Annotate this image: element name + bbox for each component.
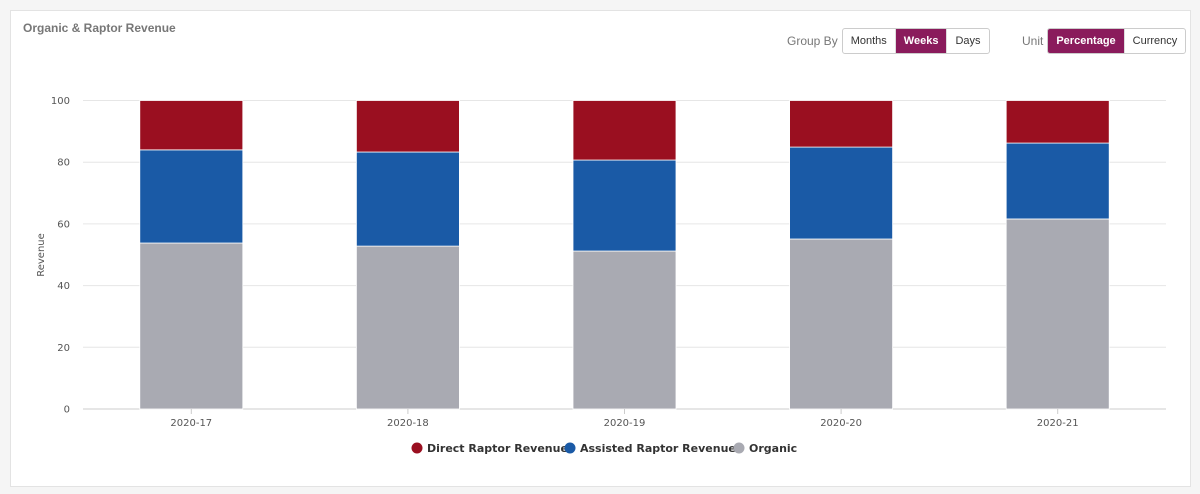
unit-label: Unit xyxy=(1022,34,1044,48)
bar-segment-direct-raptor-revenue[interactable] xyxy=(572,100,677,161)
legend-marker[interactable] xyxy=(411,442,423,454)
y-tick-label: 80 xyxy=(57,158,70,169)
legend-marker[interactable] xyxy=(733,442,745,454)
unit-control: Unit Percentage Currency xyxy=(1022,28,1187,54)
legend-marker[interactable] xyxy=(564,442,576,454)
bar-segment-direct-raptor-revenue[interactable] xyxy=(1005,100,1110,144)
bar-segment-organic[interactable] xyxy=(789,238,893,410)
chart-title: Organic & Raptor Revenue xyxy=(23,21,176,35)
legend-item[interactable]: Assisted Raptor Revenue xyxy=(580,442,736,455)
bar-segment-direct-raptor-revenue[interactable] xyxy=(355,100,460,153)
bar-segment-assisted-raptor-revenue[interactable] xyxy=(1005,142,1110,220)
group-by-option-months[interactable]: Months xyxy=(843,29,896,53)
bar-segment-direct-raptor-revenue[interactable] xyxy=(139,100,244,151)
unit-segmented: Percentage Currency xyxy=(1047,28,1187,54)
y-tick-label: 40 xyxy=(57,281,70,292)
x-tick-label: 2020-21 xyxy=(1037,418,1079,429)
bar-segment-organic[interactable] xyxy=(572,250,677,410)
group-by-option-days[interactable]: Days xyxy=(955,35,981,47)
group-by-control: Group By Months Weeks Days xyxy=(787,28,990,54)
x-tick-label: 2020-17 xyxy=(170,418,212,429)
legend-item[interactable]: Direct Raptor Revenue xyxy=(427,442,568,455)
bar-segment-assisted-raptor-revenue[interactable] xyxy=(789,146,893,240)
y-tick-label: 20 xyxy=(57,343,70,354)
y-tick-label: 0 xyxy=(64,405,70,416)
x-tick-label: 2020-20 xyxy=(820,418,862,429)
bar-segment-assisted-raptor-revenue[interactable] xyxy=(572,159,677,252)
x-tick-label: 2020-19 xyxy=(604,418,646,429)
group-by-label: Group By xyxy=(787,34,838,48)
y-axis-label: Revenue xyxy=(36,233,47,277)
y-tick-label: 60 xyxy=(57,219,70,230)
bar-segment-organic[interactable] xyxy=(355,245,460,410)
group-by-segmented: Months Weeks Days xyxy=(841,28,990,54)
bar-segment-direct-raptor-revenue[interactable] xyxy=(789,100,893,148)
legend-item[interactable]: Organic xyxy=(749,442,797,455)
group-by-option-weeks[interactable]: Weeks xyxy=(895,29,948,53)
bar-segment-assisted-raptor-revenue[interactable] xyxy=(355,151,460,247)
y-tick-label: 100 xyxy=(51,96,70,107)
unit-option-currency[interactable]: Currency xyxy=(1132,35,1178,47)
bar-segment-organic[interactable] xyxy=(1005,218,1110,410)
unit-option-percentage[interactable]: Percentage xyxy=(1048,29,1125,53)
bar-segment-organic[interactable] xyxy=(139,242,244,410)
x-tick-label: 2020-18 xyxy=(387,418,429,429)
bar-segment-assisted-raptor-revenue[interactable] xyxy=(139,149,244,244)
